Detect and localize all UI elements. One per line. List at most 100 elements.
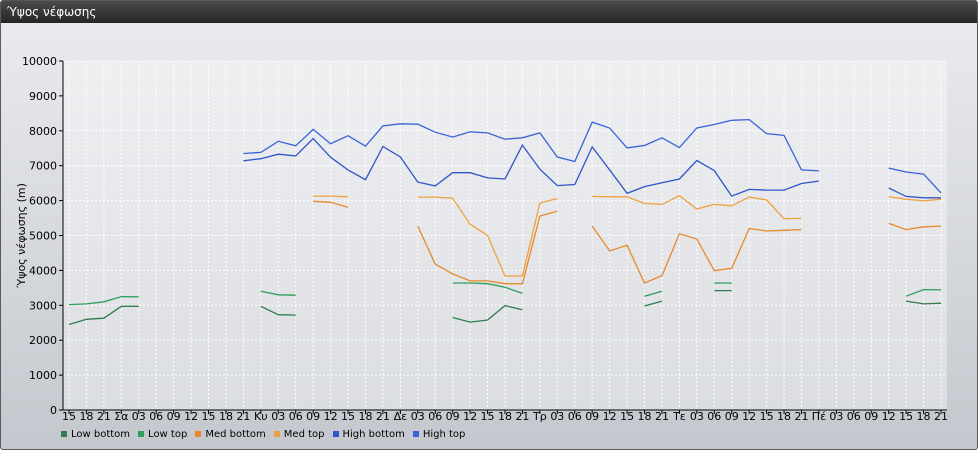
x-tick-label: 18 [79,410,93,423]
x-tick-label: 18 [917,410,931,423]
x-tick-label: 21 [515,410,529,423]
series-line-med-bottom [591,225,802,284]
legend-label: High top [422,428,466,440]
y-tick-label: 4000 [29,264,57,277]
y-tick-label: 10000 [22,55,57,68]
x-tick-label: 12 [742,410,756,423]
series-line-low-bottom [68,305,139,326]
legend-item: High top [412,427,466,441]
x-tick-label: Κυ [254,410,268,423]
series-line-high-bottom [243,137,819,197]
legend-label: Med bottom [205,428,266,440]
series-line-med-bottom [313,200,349,208]
series-line-low-bottom [644,300,663,307]
legend-swatch [138,431,145,437]
series-line-med-bottom [888,222,942,231]
legend-label: Med top [283,428,325,440]
x-tick-label: 12 [603,410,617,423]
x-tick-label: 12 [184,410,198,423]
x-tick-label: 06 [149,410,163,423]
x-tick-label: 06 [568,410,582,423]
x-tick-label: 15 [620,410,634,423]
x-tick-label: 15 [202,410,216,423]
x-tick-label: 18 [777,410,791,423]
x-tick-label: 09 [585,410,599,423]
x-tick-label: 18 [638,410,652,423]
window-title: Ύψος νέφωσης [1,1,977,23]
legend-item: Low top [138,427,187,441]
y-axis-label: Ύψος νέφωσης (m) [15,183,28,289]
x-tick-label: 09 [864,410,878,423]
series-line-med-bottom [417,210,558,285]
series-line-high-top [888,167,942,194]
x-tick-label: Δε [394,410,408,423]
x-tick-label: 03 [271,410,285,423]
x-tick-label: 18 [358,410,372,423]
x-tick-label: 03 [829,410,843,423]
legend-item: High bottom [332,427,405,441]
x-tick-label: 21 [376,410,390,423]
series-line-med-top [313,195,349,198]
legend-item: Med top [273,427,325,441]
legend-swatch [195,431,202,437]
series-line-low-top [905,288,942,297]
x-tick-label: 09 [725,410,739,423]
x-tick-label: 06 [847,410,861,423]
y-tick-label: 0 [50,404,57,417]
x-tick-label: Τε [672,410,686,423]
x-tick-label: 18 [498,410,512,423]
series-line-low-bottom [452,304,523,323]
series-line-med-top [888,196,942,202]
series-line-high-top [243,118,819,172]
x-tick-label: 06 [707,410,721,423]
series-line-low-bottom [260,305,296,316]
series-line-low-top [452,282,523,295]
x-tick-label: 09 [306,410,320,423]
x-tick-label: 06 [289,410,303,423]
x-tick-label: 15 [62,410,76,423]
y-tick-label: 7000 [29,160,57,173]
x-tick-label: Σα [114,410,128,423]
series-line-med-top [592,194,802,220]
y-tick-label: 1000 [29,369,57,382]
legend-label: Low top [148,428,188,440]
x-tick-label: 15 [341,410,355,423]
x-tick-label: 12 [882,410,896,423]
legend-label: Low bottom [71,428,131,440]
x-tick-label: Πέ [812,410,826,423]
legend-item: Med bottom [195,427,266,441]
series-line-low-bottom [905,300,942,305]
x-tick-label: 09 [167,410,181,423]
series-line-med-top [417,196,558,277]
y-tick-label: 5000 [29,230,57,243]
y-tick-label: 2000 [29,334,57,347]
y-tick-label: 3000 [29,299,57,312]
series-line-low-top [644,290,663,297]
x-tick-label: 03 [550,410,564,423]
x-tick-label: 12 [324,410,338,423]
legend-item: Low bottom [61,427,130,441]
x-tick-label: 21 [655,410,669,423]
chart-legend: Low bottom Low top Med bottom Med top High b… [61,427,473,441]
x-tick-label: 12 [463,410,477,423]
x-tick-label: 03 [690,410,704,423]
x-tick-label: 09 [446,410,460,423]
x-tick-label: 06 [428,410,442,423]
x-tick-label: 21 [934,410,948,423]
series-line-high-bottom [888,187,941,199]
series-line-low-top [68,295,139,306]
x-tick-label: 18 [219,410,233,423]
x-tick-label: 15 [899,410,913,423]
series-line-low-top [260,290,296,296]
x-tick-label: 15 [481,410,495,423]
legend-swatch [412,431,419,437]
legend-swatch [332,431,339,437]
x-tick-label: 03 [411,410,425,423]
y-tick-label: 6000 [29,195,57,208]
legend-swatch [61,431,67,437]
x-tick-label: 15 [760,410,774,423]
y-tick-label: 8000 [29,125,57,138]
x-tick-label: 03 [132,410,146,423]
